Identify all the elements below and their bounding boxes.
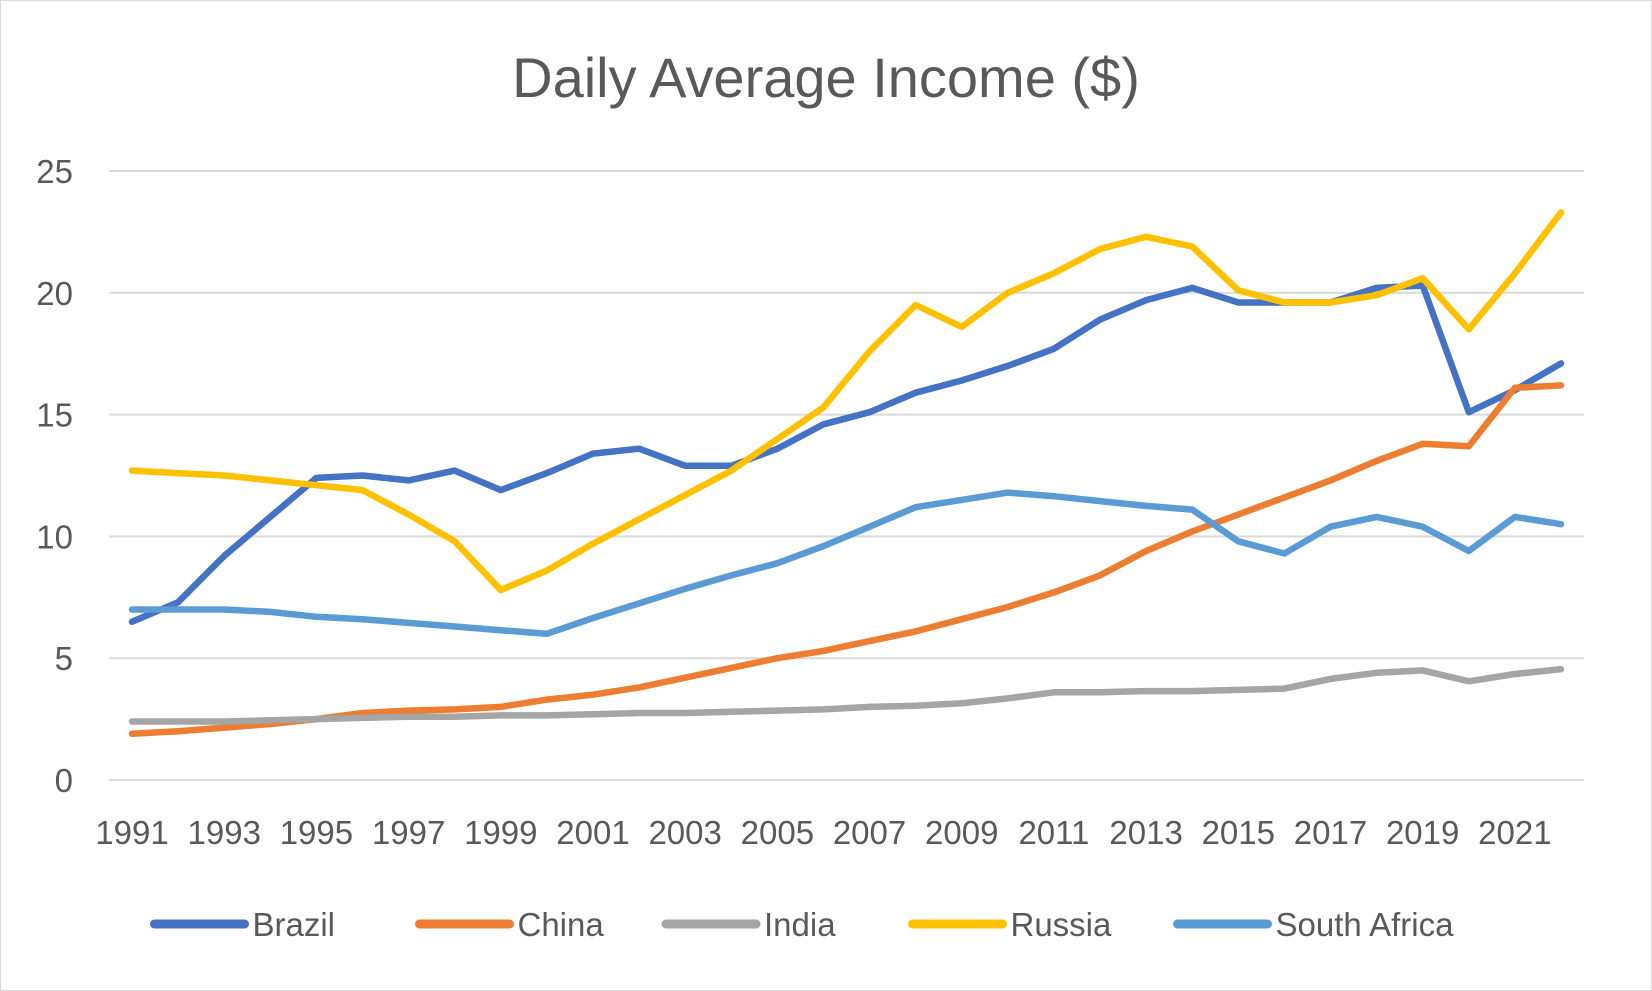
legend-label-south-africa: South Africa [1276, 906, 1455, 943]
series-lines [128, 209, 1565, 737]
y-tick-label: 25 [36, 153, 73, 190]
series-line-russia [128, 209, 1565, 594]
chart-title: Daily Average Income ($) [512, 46, 1140, 109]
y-tick-label: 10 [36, 518, 73, 555]
series-line-brazil [128, 282, 1565, 625]
y-tick-label: 0 [55, 762, 73, 799]
legend-label-brazil: Brazil [253, 906, 336, 943]
legend: Brazil China India Russia South Africa [150, 906, 1455, 943]
x-tick-label: 1995 [280, 814, 353, 851]
x-tick-label: 1991 [95, 814, 168, 851]
x-tick-label: 2003 [648, 814, 721, 851]
x-tick-label: 2011 [1018, 814, 1089, 851]
x-tick-label: 1997 [372, 814, 445, 851]
y-axis-ticks: 0 5 10 15 20 25 [36, 153, 73, 799]
x-tick-label: 2005 [741, 814, 814, 851]
x-tick-label: 2021 [1478, 814, 1551, 851]
x-tick-label: 2007 [833, 814, 906, 851]
x-tick-label: 2009 [925, 814, 998, 851]
x-axis-ticks: 1991 1993 1995 1997 1999 2001 2003 2005 2007 2009… [95, 814, 1551, 851]
x-tick-label: 2015 [1202, 814, 1275, 851]
x-tick-label: 2013 [1109, 814, 1182, 851]
x-tick-label: 2017 [1294, 814, 1367, 851]
series-line-china [128, 382, 1565, 737]
x-tick-label: 2019 [1386, 814, 1459, 851]
x-tick-label: 2001 [556, 814, 629, 851]
x-tick-label: 1999 [464, 814, 537, 851]
y-tick-label: 15 [36, 397, 73, 434]
legend-label-russia: Russia [1011, 906, 1113, 943]
y-tick-label: 5 [55, 640, 73, 677]
legend-label-india: India [764, 906, 836, 943]
y-tick-label: 20 [36, 275, 73, 312]
series-line-south-africa [128, 489, 1565, 638]
x-tick-label: 1993 [188, 814, 261, 851]
series-line-india [128, 665, 1565, 725]
legend-label-china: China [518, 906, 605, 943]
